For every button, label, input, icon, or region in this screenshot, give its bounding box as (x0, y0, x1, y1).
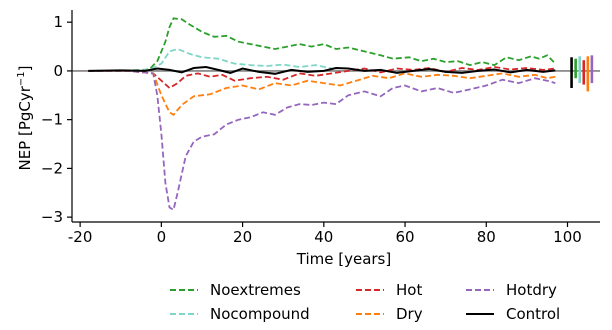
legend-label: Control (506, 305, 560, 323)
legend-label: Noextremes (210, 281, 301, 299)
y-tick-label: −1 (41, 111, 63, 129)
legend-label: Dry (396, 305, 423, 323)
legend-label: Hotdry (506, 281, 557, 299)
x-ticks: -20 0 20 40 60 80 100 (68, 222, 582, 246)
series-line-noextremes (88, 17, 556, 72)
x-axis-label: Time [years] (296, 250, 391, 268)
x-tick-label: 80 (477, 228, 496, 246)
y-axis-label: NEP [PgCyr−1] (16, 65, 34, 170)
axes (71, 10, 600, 223)
x-tick-label: 40 (314, 228, 333, 246)
y-tick-label: −2 (41, 159, 63, 177)
legend-label: Hot (396, 281, 422, 299)
legend-item-control: Control (466, 305, 560, 323)
series-line-control (88, 65, 556, 75)
legend-item-dry: Dry (356, 305, 423, 323)
legend-item-nocompound: Nocompound (170, 305, 310, 323)
y-tick-label: −3 (41, 208, 63, 226)
series-line-hotdry (88, 70, 556, 212)
legend: Noextremes Nocompound Hot Dry Hotdry Control (170, 281, 560, 323)
y-tick-label: 0 (53, 62, 63, 80)
y-axis-label-end: ] (16, 65, 34, 71)
x-tick-label: -20 (68, 228, 93, 246)
legend-label: Nocompound (210, 305, 310, 323)
x-tick-label: 100 (553, 228, 582, 246)
x-tick-label: 20 (233, 228, 252, 246)
y-axis-label-main: NEP [PgCyr (16, 85, 34, 170)
y-tick-label: 1 (53, 13, 63, 31)
plot-area (72, 17, 600, 212)
y-ticks: 1 0 −1 −2 −3 (41, 13, 72, 226)
y-axis-label-sup: −1 (16, 71, 27, 86)
x-tick-label: 0 (157, 228, 167, 246)
legend-item-noextremes: Noextremes (170, 281, 301, 299)
series-line-dry (88, 70, 556, 116)
legend-item-hotdry: Hotdry (466, 281, 557, 299)
legend-item-hot: Hot (356, 281, 422, 299)
x-tick-label: 60 (395, 228, 414, 246)
series-line-nocompound (88, 48, 333, 72)
